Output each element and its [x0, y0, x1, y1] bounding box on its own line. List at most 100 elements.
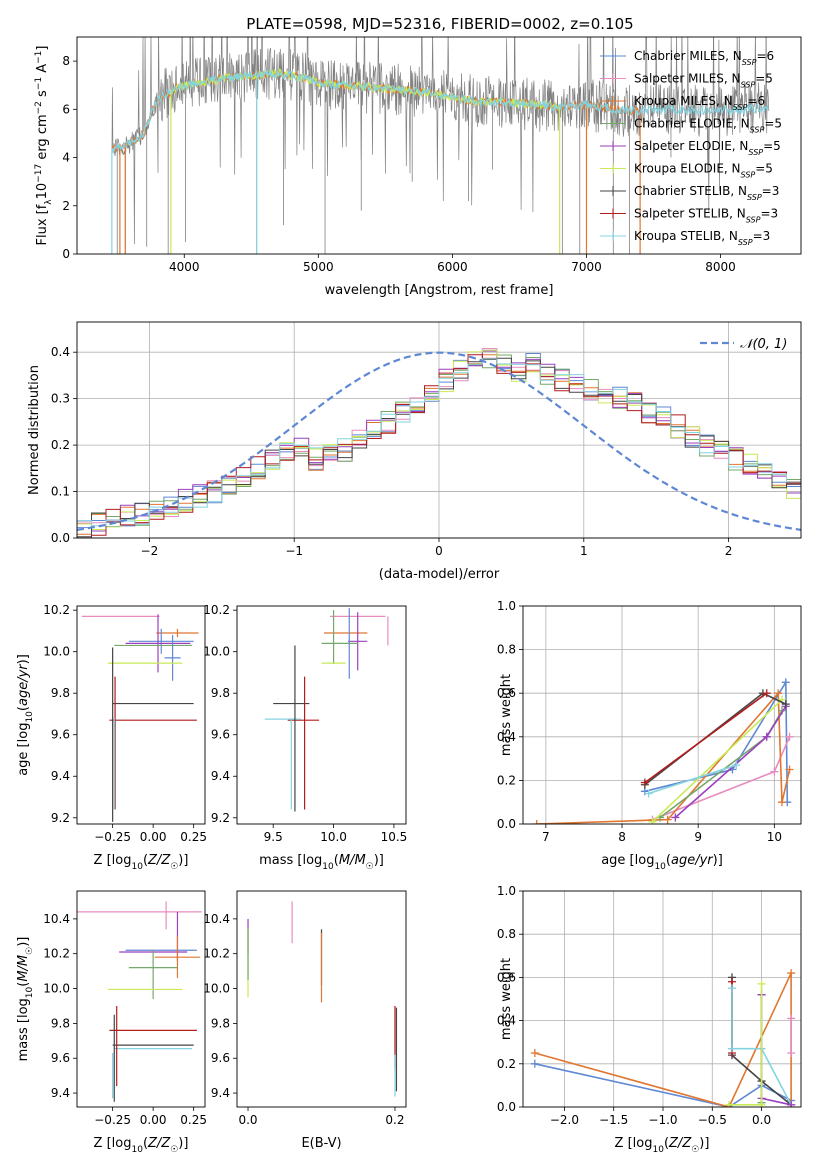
legend-entry: Chabrier STELIB, NSSP=3 — [634, 184, 779, 202]
weight_vs_Z-axes: −2.0 −1.5 −1.0 −0.5 0.0 0.0 0.2 0.4 0.6 0.8 1.0 — [497, 884, 801, 1127]
legend-entry: Chabrier ELODIE, NSSP=5 — [634, 117, 782, 135]
spectrum-axes: 4000 5000 6000 7000 8000 0 2 4 6 8 — [62, 54, 735, 274]
age_vs_Z-xtick-label: −0.25 — [94, 830, 131, 844]
weight_vs_Z-ytick-label: 0.4 — [497, 1014, 516, 1028]
weight_vs_age-ytick-label: 0.2 — [497, 773, 516, 787]
weight_vs_age-xlabel: age [log10(age/yr)] — [601, 853, 723, 872]
age_vs_Z-ylabel: age [log10(age/yr)] — [16, 654, 35, 776]
spectrum-ytick-label: 2 — [62, 199, 70, 213]
weight_vs_age-xtick-label: 8 — [618, 830, 626, 844]
weight_vs_Z-xtick-label: −2.0 — [550, 1113, 579, 1127]
age_vs_Z-ytick-label: 10.0 — [43, 645, 70, 659]
mass_vs_ebv-axes: 0.0 0.2 9.4 9.6 9.8 10.0 10.2 10.4 — [203, 912, 404, 1127]
spectrum-xtick-label: 7000 — [571, 260, 602, 274]
weight_vs_age-xtick-label: 10 — [767, 830, 782, 844]
age_vs_Z-xtick-label: 0.25 — [180, 830, 207, 844]
mass_vs_Z-axes: −0.25 0.00 0.25 9.4 9.6 9.8 10.0 10.2 10.4 — [43, 912, 207, 1127]
mass_vs_Z-ytick-label: 9.8 — [51, 1016, 70, 1030]
mass_vs_ebv-xtick-label: 0.2 — [385, 1113, 404, 1127]
spectrum-xtick-label: 6000 — [437, 260, 468, 274]
mass_vs_ebv-xlabel: E(B-V) — [301, 1136, 341, 1151]
legend-entry: Salpeter MILES, NSSP=5 — [634, 72, 773, 90]
residuals-xtick-label: −1 — [285, 544, 303, 558]
legend-entry: Salpeter STELIB, NSSP=3 — [634, 207, 778, 225]
age_vs_mass-ytick-label: 9.2 — [211, 811, 230, 825]
age_vs_mass-xtick-label: 10.0 — [320, 830, 347, 844]
age_vs_mass-errorbars — [264, 608, 389, 812]
legend-entry: Kroupa ELODIE, NSSP=5 — [634, 162, 773, 180]
mass_vs_ebv-ytick-label: 10.2 — [203, 947, 230, 961]
mass-weight-marker — [640, 778, 649, 787]
spectrum-xtick-label: 4000 — [169, 260, 200, 274]
mass_vs_ebv-errorbars — [247, 901, 398, 1097]
mass-weight-marker — [757, 979, 766, 988]
mass_vs_ebv-frame — [236, 890, 407, 1108]
age_vs_Z-ytick-label: 9.4 — [51, 769, 70, 783]
weight_vs_Z-xtick-label: −1.0 — [648, 1113, 677, 1127]
mass_vs_ebv-ytick-label: 10.0 — [203, 982, 230, 996]
mass-weight-line — [729, 983, 763, 1106]
spectrum-ytick-label: 6 — [62, 102, 70, 116]
mass-weight-line — [651, 699, 783, 823]
gaussian-curve — [77, 351, 801, 531]
mass-weight-marker — [532, 820, 541, 824]
mass-weight-marker — [727, 984, 736, 993]
spectrum-xlabel: wavelength [Angstrom, rest frame] — [325, 283, 554, 298]
mass_vs_Z-ytick-label: 9.4 — [51, 1086, 70, 1100]
age_vs_Z-xlabel: Z [log10(Z/Z☉)] — [94, 853, 189, 872]
weight_vs_Z-ytick-label: 0.2 — [497, 1057, 516, 1071]
weight_vs_Z-ytick-label: 1.0 — [497, 884, 516, 898]
weight_vs_age-ytick-label: 1.0 — [497, 599, 516, 613]
age_vs_Z-frame — [76, 605, 206, 825]
weight_vs_age-ytick-label: 0.0 — [497, 817, 516, 831]
mass-weight-marker — [648, 817, 657, 824]
mass_vs_Z-xtick-label: 0.25 — [180, 1113, 207, 1127]
mass-weight-marker — [785, 732, 794, 741]
weight_vs_Z-ylabel: mass weight — [499, 958, 514, 1040]
weight_vs_Z-ytick-label: 0.6 — [497, 970, 516, 984]
mass-weight-line — [536, 691, 791, 824]
mass-weight-marker — [644, 789, 653, 798]
age_vs_mass-ytick-label: 10.2 — [203, 603, 230, 617]
gaussian-legend-label: 𝒩(0, 1) — [740, 337, 787, 352]
spectrum-ylabel: Flux [fλ10−17 erg cm−2 s−1 A−1] — [34, 46, 54, 246]
mass_vs_ebv-ytick-label: 10.4 — [203, 912, 230, 926]
mass-weight-marker — [781, 678, 790, 687]
age_vs_Z-ytick-label: 10.2 — [43, 603, 70, 617]
residuals-xlabel: (data-model)/error — [379, 567, 500, 582]
observed-spectrum-line — [111, 37, 770, 245]
residuals-ytick-label: 0.3 — [51, 392, 70, 406]
mass-weight-line — [674, 705, 787, 819]
mass_vs_Z-frame — [76, 890, 206, 1108]
mass-weight-line — [644, 679, 789, 803]
mass_vs_Z-xlabel: Z [log10(Z/Z☉)] — [94, 1136, 189, 1155]
weight_vs_age-ytick-label: 0.6 — [497, 686, 516, 700]
age_vs_mass-axes: 9.5 10.0 10.5 9.2 9.4 9.6 9.8 10.0 10.2 — [203, 603, 407, 844]
mass-weight-marker — [787, 969, 796, 978]
residuals-ytick-label: 0.4 — [51, 345, 70, 359]
legend-entry: Kroupa STELIB, NSSP=3 — [634, 229, 770, 247]
mass-weight-line — [731, 988, 792, 1106]
figure-title: PLATE=0598, MJD=52316, FIBERID=0002, z=0… — [246, 15, 633, 33]
mass-weight-marker — [774, 689, 783, 698]
residuals-xtick-label: −2 — [141, 544, 159, 558]
mass_vs_Z-ytick-label: 10.0 — [43, 982, 70, 996]
age_vs_Z-errorbars — [81, 614, 199, 822]
mass-weight-marker — [787, 1100, 796, 1107]
model-spectrum-line — [111, 69, 769, 155]
weight_vs_age-axes: 7 8 9 10 0.0 0.2 0.4 0.6 0.8 1.0 — [497, 599, 801, 844]
spectrum-ytick-label: 4 — [62, 151, 70, 165]
mass-weight-marker — [785, 765, 794, 774]
residuals-xtick-label: 0 — [435, 544, 443, 558]
mass_vs_ebv-ytick-label: 9.4 — [211, 1086, 230, 1100]
mass-weight-marker — [777, 798, 786, 807]
weight_vs_Z-ytick-label: 0.0 — [497, 1100, 516, 1114]
legend-entry: Salpeter ELODIE, NSSP=5 — [634, 139, 781, 157]
residuals-ylabel: Normed distribution — [27, 365, 42, 495]
residuals-ytick-label: 0.1 — [51, 485, 70, 499]
age_vs_Z-axes: −0.25 0.00 0.25 9.2 9.4 9.6 9.8 10.0 10.2 — [43, 603, 207, 844]
legend-entry: Kroupa MILES, NSSP=6 — [634, 94, 765, 112]
weight_vs_Z-lines — [530, 969, 796, 1107]
age_vs_Z-xtick-label: 0.00 — [140, 830, 167, 844]
